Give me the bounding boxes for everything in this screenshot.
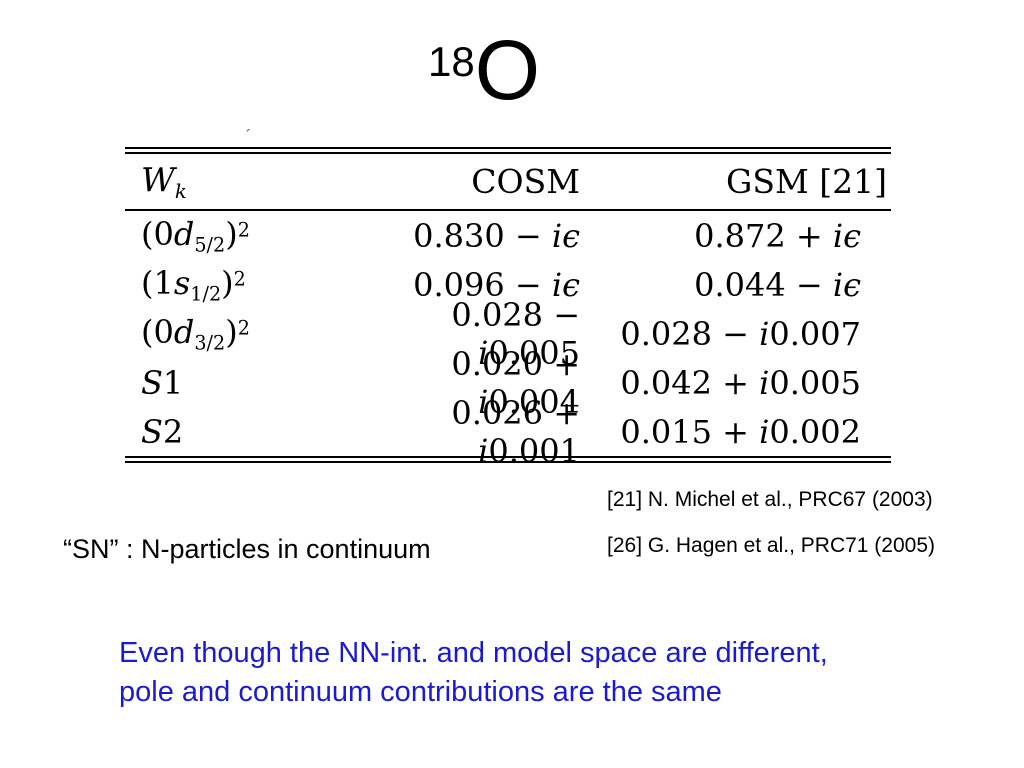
- cell-label: (0d3/2)2: [141, 312, 250, 355]
- sn-note: “SN” : N-particles in continuum: [63, 534, 431, 564]
- table-bottom-rule: [125, 456, 891, 463]
- table-row: S1 0.020 + i0.004 0.042 + i0.005: [125, 345, 891, 421]
- cell-gsm: 0.872 + iϵ: [694, 216, 861, 255]
- cell-label: S1: [141, 363, 184, 402]
- table-row: (0d5/2)2 0.830 − iϵ 0.872 + iϵ: [125, 211, 891, 260]
- slide-title: 18 O: [428, 23, 541, 117]
- table-header-row: Wk COSM GSM [21]: [125, 154, 891, 209]
- cell-label: (0d5/2)2: [141, 214, 250, 257]
- cell-cosm: 0.830 − iϵ: [413, 216, 580, 255]
- cell-cosm: 0.028 − i0.005: [451, 295, 580, 372]
- cell-cosm: 0.026 + i0.001: [451, 393, 580, 470]
- results-table: Wk COSM GSM [21] (0d5/2)2 0.830 − iϵ 0.8…: [125, 147, 891, 470]
- reference-line: [21] N. Michel et al., PRC67 (2003): [607, 488, 933, 511]
- table-header-rule: [125, 209, 891, 211]
- cell-cosm: 0.096 − iϵ: [413, 265, 580, 304]
- table-top-rule: [125, 147, 891, 154]
- title-element-symbol: O: [474, 23, 541, 117]
- stray-mark: ´: [246, 127, 251, 144]
- table-row: (0d3/2)2 0.028 − i0.005 0.028 − i0.007: [125, 296, 891, 372]
- table-row: (1s1/2)2 0.096 − iϵ 0.044 − iϵ: [125, 260, 891, 309]
- cell-cosm: 0.020 + i0.004: [451, 344, 580, 421]
- cell-label: (1s1/2)2: [141, 263, 246, 306]
- conclusion-text: Even though the NN-int. and model space …: [119, 634, 828, 712]
- references: [21] N. Michel et al., PRC67 (2003) [26]…: [607, 477, 935, 569]
- cell-gsm: 0.015 + i0.002: [620, 412, 861, 451]
- title-mass-number: 18: [428, 38, 475, 85]
- header-cell-gsm: GSM [21]: [726, 162, 887, 201]
- cell-label: S2: [141, 412, 184, 451]
- conclusion-line: Even though the NN-int. and model space …: [119, 637, 828, 669]
- header-cell-wk: Wk: [141, 160, 187, 203]
- cell-gsm: 0.042 + i0.005: [620, 363, 861, 402]
- cell-gsm: 0.028 − i0.007: [620, 314, 861, 353]
- conclusion-line: pole and continuum contributions are the…: [119, 676, 722, 708]
- header-cell-cosm: COSM: [471, 162, 580, 201]
- cell-gsm: 0.044 − iϵ: [694, 265, 861, 304]
- table-row: S2 0.026 + i0.001 0.015 + i0.002: [125, 394, 891, 470]
- reference-line: [26] G. Hagen et al., PRC71 (2005): [607, 534, 936, 557]
